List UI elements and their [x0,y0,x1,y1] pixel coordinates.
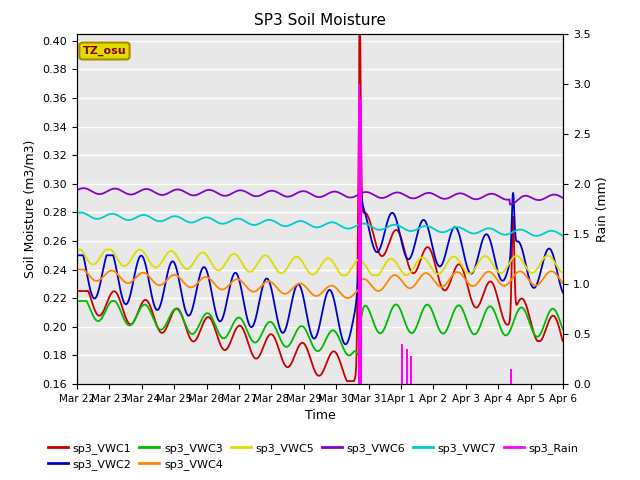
Title: SP3 Soil Moisture: SP3 Soil Moisture [254,13,386,28]
Text: TZ_osu: TZ_osu [83,46,126,56]
Legend: sp3_VWC1, sp3_VWC2, sp3_VWC3, sp3_VWC4, sp3_VWC5, sp3_VWC6, sp3_VWC7, sp3_Rain: sp3_VWC1, sp3_VWC2, sp3_VWC3, sp3_VWC4, … [44,438,582,474]
Y-axis label: Soil Moisture (m3/m3): Soil Moisture (m3/m3) [24,140,36,278]
Y-axis label: Rain (mm): Rain (mm) [596,176,609,241]
X-axis label: Time: Time [305,409,335,422]
